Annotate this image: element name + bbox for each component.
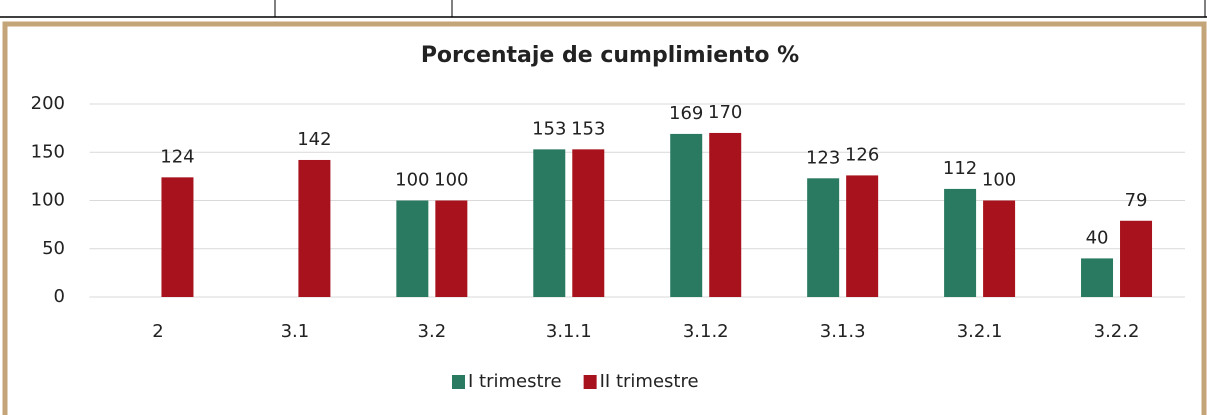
x-tick-label: 3.2 xyxy=(418,321,447,342)
x-tick-label: 3.1 xyxy=(281,321,310,342)
chart-title: Porcentaje de cumplimiento % xyxy=(421,43,799,68)
bar xyxy=(983,200,1016,297)
legend-label: II trimestre xyxy=(600,371,699,392)
data-label: 169 xyxy=(669,103,703,124)
data-label: 79 xyxy=(1125,190,1148,211)
bar xyxy=(435,200,468,297)
legend-swatch xyxy=(452,375,465,389)
x-tick-label: 3.2.1 xyxy=(957,321,1003,342)
y-tick-label: 200 xyxy=(31,93,65,114)
x-tick-label: 3.1.1 xyxy=(546,321,592,342)
bar xyxy=(1081,258,1114,297)
table-border xyxy=(0,0,1207,18)
legend-label: I trimestre xyxy=(468,371,562,392)
data-label: 170 xyxy=(708,102,742,123)
x-tick-label: 3.1.3 xyxy=(820,321,866,342)
bar xyxy=(161,177,194,297)
bar xyxy=(670,133,703,297)
x-tick-label: 2 xyxy=(152,321,163,342)
data-label: 142 xyxy=(297,129,331,150)
x-tick-label: 3.2.2 xyxy=(1094,321,1140,342)
data-label: 40 xyxy=(1086,227,1109,248)
bar xyxy=(298,159,331,297)
data-label: 123 xyxy=(806,147,840,168)
bar xyxy=(846,175,879,297)
data-label: 112 xyxy=(943,158,977,179)
x-tick-label: 3.1.2 xyxy=(683,321,729,342)
legend-swatch xyxy=(583,375,597,389)
y-tick-label: 50 xyxy=(42,238,65,259)
bar xyxy=(944,188,977,297)
y-tick-label: 150 xyxy=(31,141,65,162)
data-label: 100 xyxy=(982,170,1016,191)
bar xyxy=(533,149,566,297)
data-label: 153 xyxy=(571,118,605,139)
bar xyxy=(1120,220,1153,297)
y-tick-label: 0 xyxy=(54,286,65,307)
bar xyxy=(396,200,429,297)
data-label: 126 xyxy=(845,144,879,165)
data-label: 153 xyxy=(532,118,566,139)
y-tick-label: 100 xyxy=(31,190,65,211)
bar xyxy=(709,132,742,297)
data-label: 124 xyxy=(160,146,194,167)
bar xyxy=(572,149,605,297)
bar xyxy=(807,178,840,297)
data-label: 100 xyxy=(434,170,468,191)
chart-frame xyxy=(2,21,1207,415)
data-label: 100 xyxy=(395,170,429,191)
